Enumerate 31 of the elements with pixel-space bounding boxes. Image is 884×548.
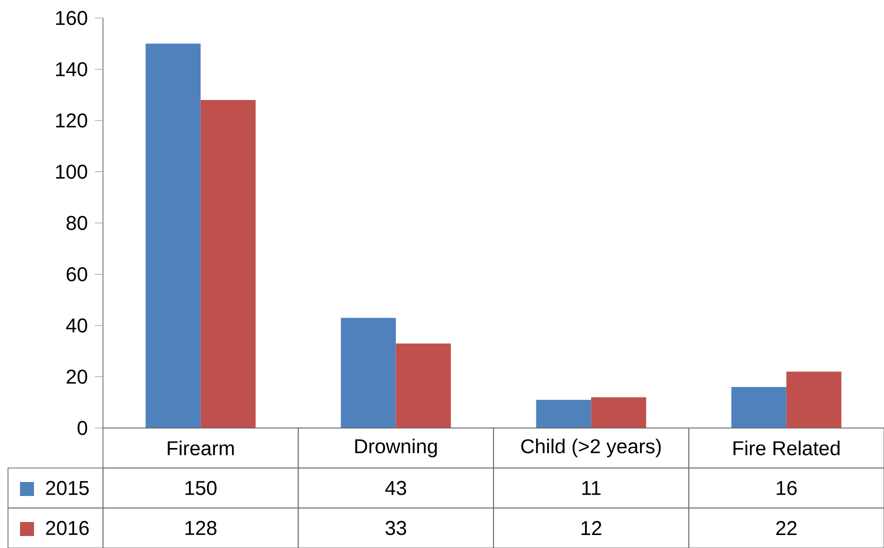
x-tick-label: Drowning [355,438,437,458]
data-label: 22 [776,521,797,535]
y-tick-label: 80 [66,216,88,230]
data-label: 12 [582,521,602,535]
x-tick-label: Child (>2 years) [521,438,661,458]
legend-label: 2016 [46,520,89,536]
bar [396,343,451,428]
bar [591,397,646,428]
y-tick-label: 60 [66,267,88,282]
y-tick-label: 160 [56,10,88,26]
y-tick-label: 100 [56,164,88,179]
x-tick-label: Fire Related [734,440,840,456]
y-tick-label: 120 [56,113,88,128]
data-label: 150 [185,480,217,496]
bar [786,372,842,428]
bar [340,318,396,428]
y-tick-label: 20 [66,370,88,384]
data-label: 128 [185,520,216,536]
y-tick-label: 140 [56,62,88,76]
x-tick-label: Firearm [168,440,234,456]
data-label: 11 [582,481,601,495]
data-label: 43 [385,480,406,496]
bar [536,400,592,428]
data-label: 33 [386,520,406,536]
data-label: 16 [776,480,797,496]
bar [146,44,201,428]
legend-label: 2015 [46,480,89,496]
bar [200,100,256,428]
y-tick-label: 40 [66,318,88,333]
bar [731,387,786,428]
y-tick-label: 0 [78,420,88,436]
